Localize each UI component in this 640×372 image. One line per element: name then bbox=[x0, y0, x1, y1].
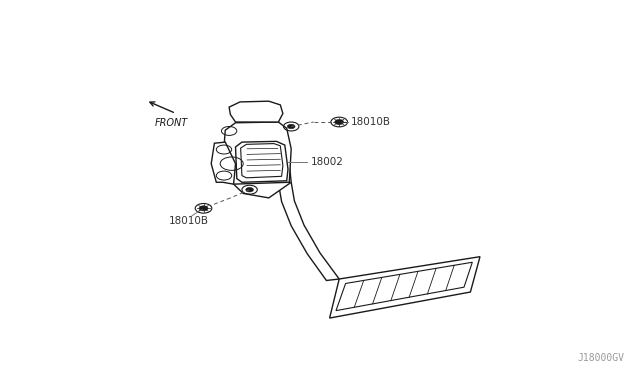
Text: 18010B: 18010B bbox=[351, 117, 390, 127]
Polygon shape bbox=[278, 182, 339, 280]
Circle shape bbox=[331, 117, 348, 127]
Circle shape bbox=[335, 119, 344, 125]
Polygon shape bbox=[236, 141, 288, 182]
Circle shape bbox=[199, 206, 208, 211]
Circle shape bbox=[287, 124, 295, 129]
Polygon shape bbox=[336, 262, 472, 311]
Text: J18000GV: J18000GV bbox=[577, 353, 624, 363]
Text: 18010B: 18010B bbox=[169, 216, 209, 226]
Polygon shape bbox=[241, 144, 283, 178]
Polygon shape bbox=[221, 142, 291, 198]
Polygon shape bbox=[246, 126, 282, 143]
Polygon shape bbox=[330, 257, 480, 318]
Polygon shape bbox=[211, 142, 236, 184]
Polygon shape bbox=[229, 101, 283, 122]
Text: 18002: 18002 bbox=[310, 157, 343, 167]
Circle shape bbox=[195, 203, 212, 213]
Polygon shape bbox=[223, 122, 291, 184]
Circle shape bbox=[246, 187, 253, 192]
Text: FRONT: FRONT bbox=[155, 118, 188, 128]
